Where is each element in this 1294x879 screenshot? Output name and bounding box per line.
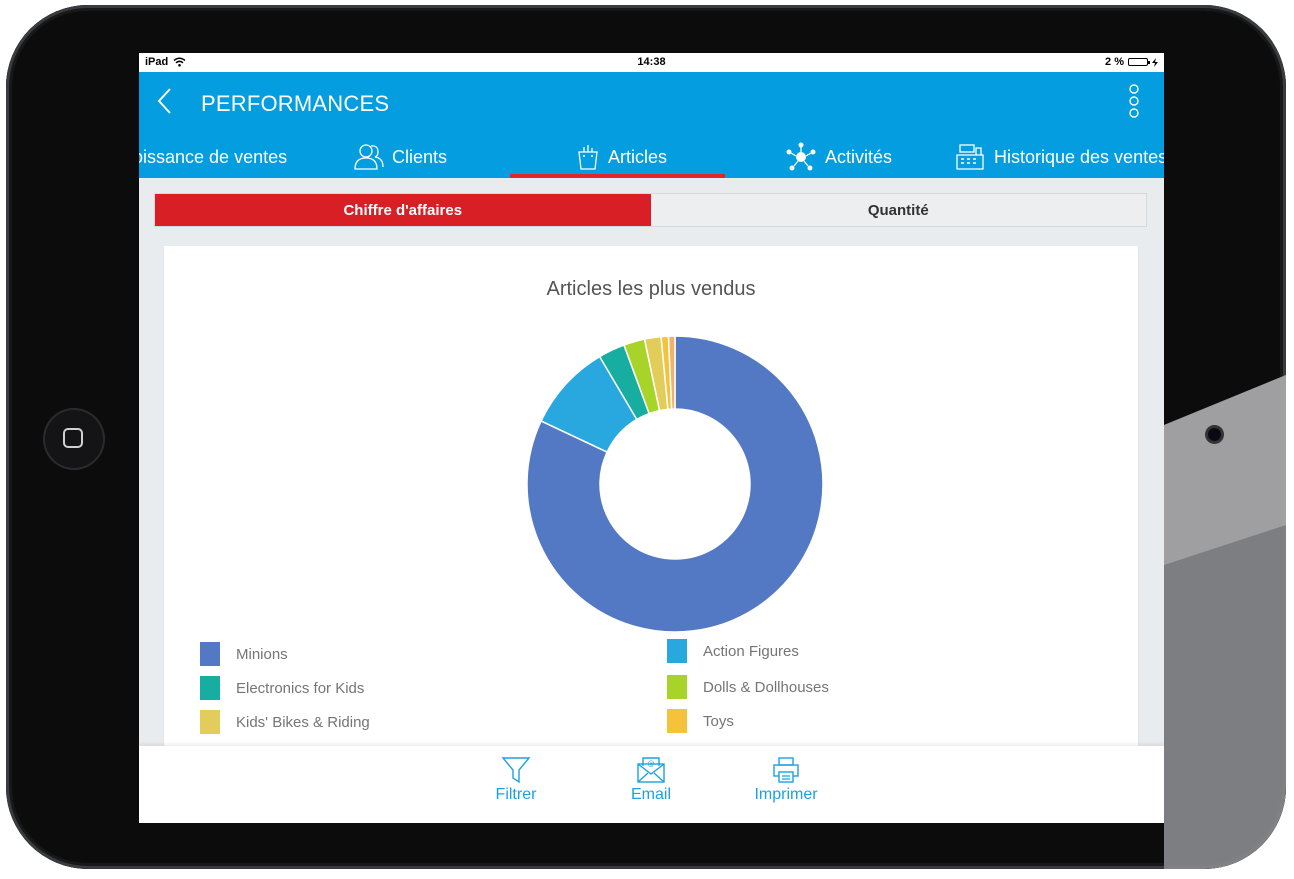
more-options-icon[interactable] [1128,83,1140,119]
print-button[interactable]: Imprimer [741,756,831,804]
tab-clients[interactable]: Clients [354,136,447,178]
legend-label: Dolls & Dollhouses [703,678,829,696]
battery-icon [1128,58,1150,66]
cash-register-icon [956,144,984,170]
bottom-action-bar: Filtrer @ Email Imprimer [139,746,1164,823]
tab-label: Clients [392,146,448,167]
tab-label: Historique des ventes [994,146,1164,167]
screen: iPad 14:38 2 % PERFORMANCES oissance de [139,53,1164,823]
legend-item-dolls: Dolls & Dollhouses [667,675,829,699]
legend-item-action-figures: Action Figures [667,639,799,663]
email-label: Email [630,786,671,803]
legend-swatch [667,709,687,733]
legend-label: Toys [703,712,734,730]
legend-swatch [667,639,687,663]
camera [1208,428,1221,441]
legend-swatch [200,710,220,734]
legend-label: Electronics for Kids [236,679,365,697]
segment-chiffre-affaires[interactable]: Chiffre d'affaires [155,194,651,226]
charging-icon [1152,57,1158,67]
page-title: PERFORMANCES [201,91,390,116]
segmented-control: Chiffre d'affaires Quantité [154,193,1147,227]
filter-button[interactable]: Filtrer [471,756,561,804]
legend-swatch [200,676,220,700]
network-icon [786,142,816,171]
app-bar: PERFORMANCES oissance de ventes Clients [139,72,1164,178]
active-tab-indicator [510,174,725,178]
tab-historique[interactable]: Historique des ventes [954,136,1164,178]
segment-quantite[interactable]: Quantité [650,194,1146,226]
tab-bar: oissance de ventes Clients Articles [139,136,1164,178]
legend-item-minions: Minions [200,642,288,666]
filter-label: Filtrer [495,786,537,803]
legend-swatch [667,675,687,699]
status-bar: iPad 14:38 2 % [139,53,1164,72]
email-button[interactable]: @ Email [606,756,696,804]
legend-item-bikes: Kids' Bikes & Riding [200,710,370,734]
users-icon [354,144,384,170]
clock: 14:38 [637,56,666,68]
svg-text:@: @ [648,760,655,768]
tab-label: oissance de ventes [139,146,288,167]
printer-icon [773,757,799,783]
legend-label: Kids' Bikes & Riding [236,713,370,731]
battery-percent: 2 % [1105,56,1124,68]
device-name: iPad [145,56,169,68]
legend-swatch [200,642,220,666]
shopping-bag-icon [578,145,598,170]
tab-articles[interactable]: Articles [576,136,667,178]
donut-slice-1[interactable] [526,335,824,633]
legend-item-electronics: Electronics for Kids [200,676,364,700]
tab-activites[interactable]: Activités [785,136,892,178]
donut-slice-7[interactable] [667,335,676,410]
tab-croissance[interactable]: oissance de ventes [139,136,287,178]
donut-chart [526,335,824,633]
home-button[interactable] [43,408,105,470]
print-label: Imprimer [754,786,818,803]
email-icon: @ [637,757,665,783]
chart-title: Articles les plus vendus [546,278,756,300]
chart-card: Articles les plus vendus Minions Action … [164,246,1138,766]
legend-label: Action Figures [703,642,799,660]
legend-item-toys: Toys [667,709,734,733]
back-icon[interactable] [153,86,177,116]
tab-label: Activités [825,146,893,167]
wifi-icon [173,57,186,67]
filter-icon [501,757,531,784]
legend-label: Minions [236,645,288,663]
tab-label: Articles [608,146,668,167]
